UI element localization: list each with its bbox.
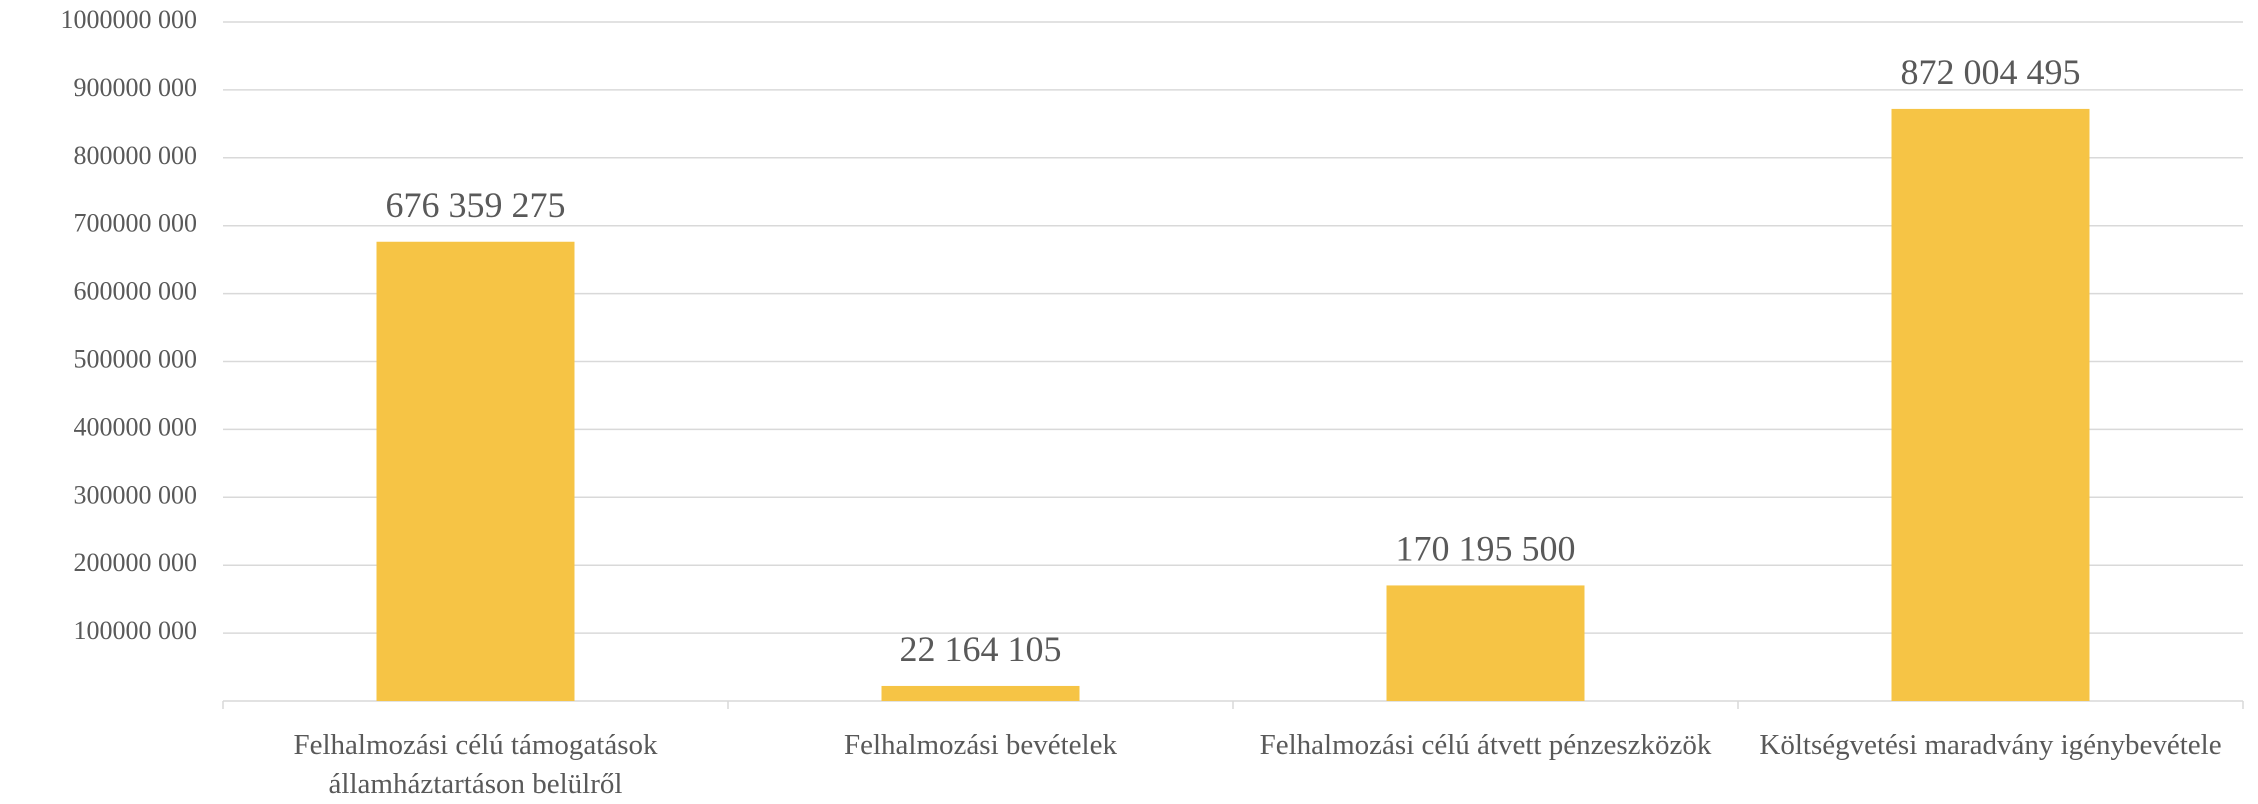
data-label: 676 359 275 (386, 185, 566, 225)
bar (1386, 585, 1585, 701)
y-tick-label: 1000000 000 (61, 5, 198, 34)
y-tick-label: 600000 000 (74, 277, 198, 306)
y-tick-label: 800000 000 (74, 141, 198, 170)
bar (881, 685, 1080, 701)
data-label: 872 004 495 (1901, 52, 2081, 92)
x-tick-label: Felhalmozási bevételek (844, 729, 1117, 761)
y-tick-label: 400000 000 (74, 412, 198, 441)
y-tick-label: 700000 000 (74, 209, 198, 238)
y-tick-label: 500000 000 (74, 344, 198, 373)
x-tick-label: Felhalmozási célú átvett pénzeszközök (1259, 729, 1712, 761)
x-tick-label: Költségvetési maradvány igénybevétele (1759, 729, 2222, 761)
y-tick-label: 200000 000 (74, 548, 198, 577)
bar (376, 241, 575, 701)
y-tick-label: 300000 000 (74, 480, 198, 509)
y-tick-label: 900000 000 (74, 73, 198, 102)
data-label: 170 195 500 (1396, 529, 1576, 569)
bar (1891, 108, 2090, 702)
data-label: 22 164 105 (900, 629, 1062, 669)
x-tick-label: Felhalmozási célú támogatások államházta… (293, 729, 658, 800)
y-tick-label: 100000 000 (74, 616, 198, 645)
